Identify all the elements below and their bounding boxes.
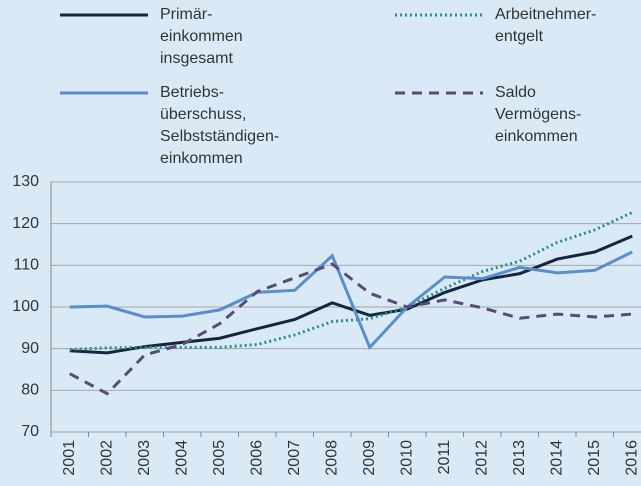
y-tick-label: 90 bbox=[21, 340, 39, 357]
x-tick-label: 2014 bbox=[548, 440, 565, 476]
x-tick-label: 2010 bbox=[398, 440, 415, 476]
y-tick-label: 130 bbox=[12, 173, 39, 190]
series-line bbox=[69, 250, 633, 351]
x-tick-label: 2008 bbox=[323, 440, 340, 476]
series-line bbox=[69, 234, 633, 355]
y-tick-label: 120 bbox=[12, 215, 39, 232]
x-tick-label: 2003 bbox=[136, 440, 153, 476]
x-tick-label: 2009 bbox=[361, 440, 378, 476]
x-tick-label: 2001 bbox=[61, 440, 78, 476]
x-tick-label: 2005 bbox=[211, 440, 228, 476]
y-tick-label: 100 bbox=[12, 298, 39, 315]
series-line bbox=[69, 211, 633, 351]
x-tick-label: 2012 bbox=[473, 440, 490, 476]
series-line bbox=[69, 262, 633, 396]
x-tick-label: 2002 bbox=[98, 440, 115, 476]
x-tick-label: 2013 bbox=[511, 440, 528, 476]
y-tick-label: 70 bbox=[21, 423, 39, 440]
legend-label: Betriebs- überschuss, Selbstständigen- e… bbox=[160, 84, 280, 167]
legend-label: Saldo Vermögens- einkommen bbox=[495, 84, 582, 145]
x-tick-label: 2016 bbox=[623, 440, 640, 476]
legend-label: Arbeitnehmer- entgelt bbox=[495, 6, 597, 45]
x-tick-label: 2011 bbox=[436, 440, 453, 475]
y-tick-label: 80 bbox=[21, 382, 39, 399]
x-tick-label: 2015 bbox=[586, 440, 603, 476]
x-tick-label: 2007 bbox=[286, 440, 303, 476]
y-tick-label: 110 bbox=[13, 257, 39, 274]
legend-label: Primär- einkommen insgesamt bbox=[160, 6, 243, 67]
x-tick-label: 2004 bbox=[173, 440, 190, 476]
x-tick-label: 2006 bbox=[248, 440, 265, 476]
